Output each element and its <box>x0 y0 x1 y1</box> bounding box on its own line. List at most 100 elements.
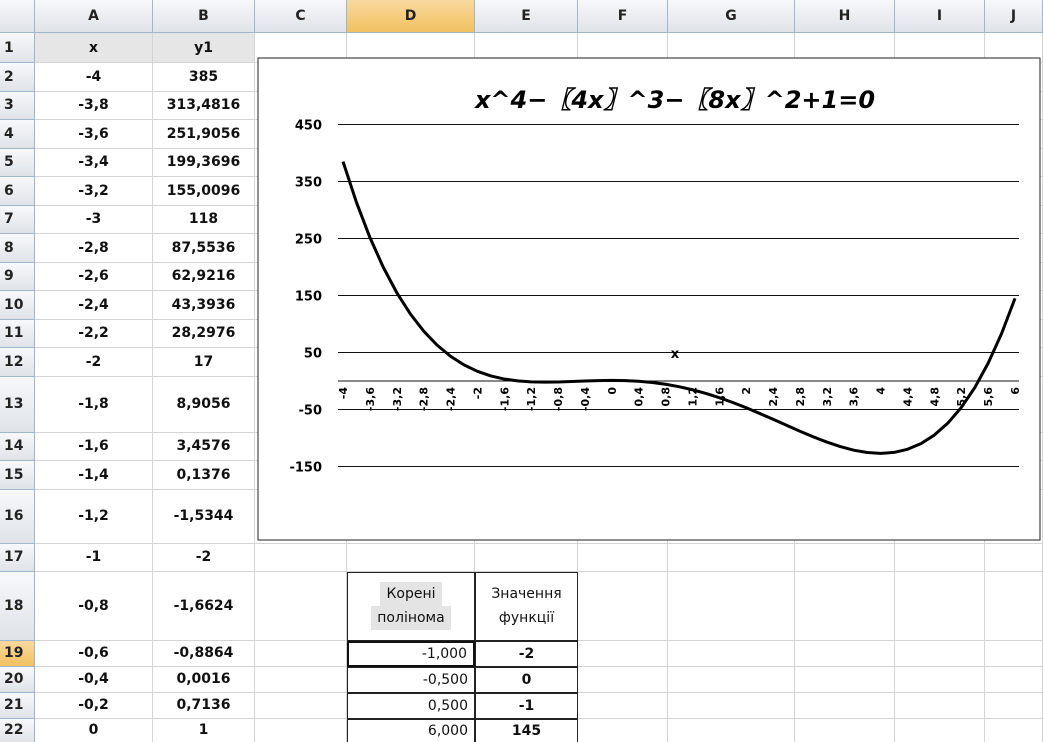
corner <box>0 0 35 33</box>
cell <box>668 571 795 641</box>
cell-a: -0,4 <box>35 666 153 693</box>
row-header: 7 <box>0 205 35 234</box>
x-tick-label: 2 <box>740 387 753 395</box>
root-cell: 0,500 <box>347 692 475 719</box>
x-tick-label: 6 <box>1009 387 1022 395</box>
x-tick-label: -4 <box>337 387 350 400</box>
value-cell: -1 <box>475 692 578 719</box>
cell <box>578 666 668 693</box>
cell-a: -1,8 <box>35 376 153 433</box>
column-header: B <box>153 0 255 33</box>
cell <box>795 571 895 641</box>
column-header: J <box>985 0 1043 33</box>
cell <box>895 666 985 693</box>
row-header: 5 <box>0 148 35 177</box>
y-tick-label: 350 <box>295 176 322 191</box>
cell <box>255 666 347 693</box>
x-tick-label: -2 <box>471 387 484 399</box>
x-tick-label: -0,4 <box>579 387 592 411</box>
row-header: 21 <box>0 692 35 719</box>
row-header: 2 <box>0 63 35 92</box>
cell-a: -0,6 <box>35 640 153 667</box>
cell <box>795 666 895 693</box>
cell-a: -1 <box>35 543 153 572</box>
cell-a: -2 <box>35 348 153 377</box>
cell-b: 43,3936 <box>153 291 255 320</box>
cell-b: 0,0016 <box>153 666 255 693</box>
cell <box>255 692 347 719</box>
x-tick-label: 2,8 <box>794 387 807 407</box>
cell-b: -1,5344 <box>153 489 255 544</box>
cell <box>255 640 347 667</box>
series-line <box>341 161 1017 455</box>
row-header: 10 <box>0 291 35 320</box>
chart-frame <box>257 57 1041 541</box>
x-tick-label: -1,2 <box>525 387 538 411</box>
header-line: Значення <box>491 586 562 602</box>
cell-a: -1,4 <box>35 461 153 490</box>
cell-b: y1 <box>153 33 255 63</box>
column-header: E <box>475 0 578 33</box>
row-header: 4 <box>0 120 35 149</box>
header-line: Корені <box>380 582 442 606</box>
x-tick-label: 4,4 <box>901 387 914 407</box>
cell <box>895 640 985 667</box>
cell-b: 251,9056 <box>153 120 255 149</box>
column-header: C <box>255 0 347 33</box>
cell <box>347 543 475 572</box>
x-tick-label: -2,4 <box>445 387 458 411</box>
y-tick-label: 50 <box>304 347 322 362</box>
y-tick-label: -150 <box>289 461 322 476</box>
row-header: 16 <box>0 489 35 544</box>
cell-b: 8,9056 <box>153 376 255 433</box>
cell <box>578 543 668 572</box>
row-header: 20 <box>0 666 35 693</box>
y-tick-label: 150 <box>295 290 322 305</box>
cell-a: -0,8 <box>35 571 153 641</box>
cell <box>255 543 347 572</box>
cell-b: 62,9216 <box>153 262 255 291</box>
row-header: 9 <box>0 262 35 291</box>
cell <box>475 543 578 572</box>
cell-a: -2,6 <box>35 262 153 291</box>
row-header: 13 <box>0 376 35 433</box>
cell-b: 0,1376 <box>153 461 255 490</box>
cell-b: 199,3696 <box>153 148 255 177</box>
cell-a: -3,6 <box>35 120 153 149</box>
row-header: 17 <box>0 543 35 572</box>
row-header: 15 <box>0 461 35 490</box>
cell <box>668 543 795 572</box>
cell-a: -0,2 <box>35 692 153 719</box>
x-tick-label: 0,4 <box>633 387 646 407</box>
row-header: 12 <box>0 348 35 377</box>
x-tick-label: -3,6 <box>364 387 377 411</box>
cell-a: -2,2 <box>35 319 153 348</box>
cell-a: -1,2 <box>35 489 153 544</box>
cell-a: -3,8 <box>35 91 153 120</box>
value-cell: 0 <box>475 666 578 693</box>
cell-a: -1,6 <box>35 432 153 461</box>
cell <box>255 571 347 641</box>
row-header: 3 <box>0 91 35 120</box>
row-header: 1 <box>0 33 35 63</box>
cell-b: 0,7136 <box>153 692 255 719</box>
root-cell: -1,000 <box>347 640 475 667</box>
cell <box>795 692 895 719</box>
column-header: F <box>578 0 668 33</box>
y-tick-label: -50 <box>299 404 323 419</box>
y-tick-label: 250 <box>295 233 322 248</box>
cell-b: 28,2976 <box>153 319 255 348</box>
header-line: функції <box>498 610 555 626</box>
row-header: 14 <box>0 432 35 461</box>
x-tick-label: 5,6 <box>982 387 995 407</box>
x-tick-label: -0,8 <box>552 387 565 411</box>
cell <box>578 640 668 667</box>
column-header: A <box>35 0 153 33</box>
cell <box>578 692 668 719</box>
x-tick-label: 2,4 <box>767 387 780 407</box>
cell-b: 87,5536 <box>153 234 255 263</box>
cell-b: 385 <box>153 63 255 92</box>
cell <box>578 571 668 641</box>
column-header: G <box>668 0 795 33</box>
annotation: x <box>671 347 680 362</box>
